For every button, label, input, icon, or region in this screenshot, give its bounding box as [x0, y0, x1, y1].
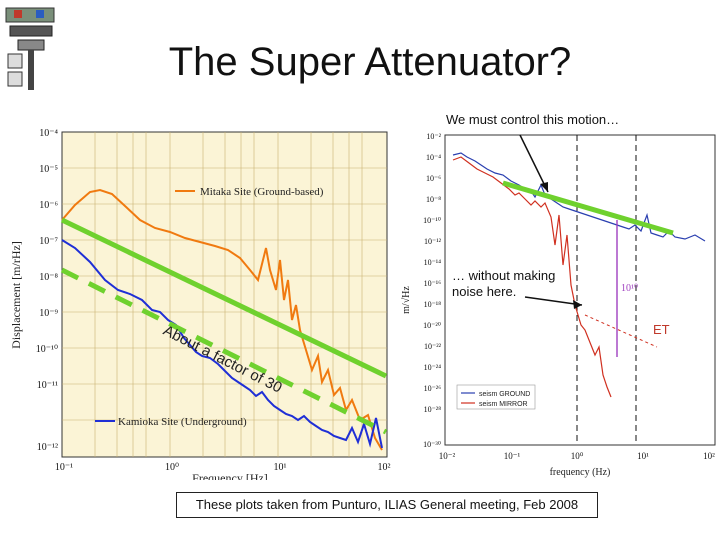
source-caption: These plots taken from Punturo, ILIAS Ge… [176, 492, 598, 518]
svg-text:10⁻¹⁶: 10⁻¹⁶ [424, 279, 442, 288]
svg-text:10²: 10² [703, 451, 715, 461]
slide-title: The Super Attenuator? [168, 40, 572, 84]
legend-mirror: seism MIRROR [479, 401, 528, 408]
fit-line-ground [60, 217, 388, 379]
svg-text:10⁻¹¹: 10⁻¹¹ [37, 380, 58, 391]
svg-text:10⁻¹²: 10⁻¹² [424, 237, 442, 246]
mid-note: … without making noise here. [452, 268, 555, 300]
top-note: We must control this motion… [446, 112, 620, 127]
fit-line-underground [60, 267, 388, 435]
svg-text:10⁻⁹: 10⁻⁹ [39, 308, 58, 319]
ratio-label: 10¹⁰ [621, 283, 638, 294]
ground-curve [452, 152, 706, 242]
right-legend [456, 384, 536, 410]
legend-kamioka: Kamioka Site (Underground) [118, 416, 247, 428]
mirror-curve [452, 156, 612, 398]
left-x-ticks: 10⁻¹ 10⁰ 10¹ 10² [55, 462, 391, 473]
svg-text:10⁰: 10⁰ [571, 451, 584, 461]
svg-text:10⁻⁵: 10⁻⁵ [39, 164, 58, 175]
svg-text:10⁻³⁰: 10⁻³⁰ [423, 440, 441, 449]
svg-text:10⁻⁷: 10⁻⁷ [39, 236, 58, 247]
svg-text:10⁻¹: 10⁻¹ [504, 451, 521, 461]
right-x-label: frequency (Hz) [550, 467, 611, 478]
svg-text:10⁻⁶: 10⁻⁶ [426, 174, 441, 183]
super-attenuator-logo [5, 7, 55, 90]
seismic-ground-mirror-plot: 10¹⁰ seism GROUND seism MIRROR 10⁻² 10⁻⁴… [395, 125, 720, 485]
mitaka-curve [61, 188, 383, 451]
svg-text:10¹: 10¹ [274, 462, 287, 473]
legend-mitaka: Mitaka Site (Ground-based) [200, 186, 324, 198]
svg-text:10⁻⁴: 10⁻⁴ [39, 128, 58, 139]
svg-text:10⁻⁸: 10⁻⁸ [39, 272, 58, 283]
mid-note-line2: noise here. [452, 284, 517, 299]
svg-text:10⁻¹⁸: 10⁻¹⁸ [424, 300, 442, 309]
svg-text:10⁻²⁰: 10⁻²⁰ [423, 321, 441, 330]
svg-text:10⁻²⁸: 10⁻²⁸ [424, 405, 442, 414]
et-label: ET [653, 322, 670, 337]
grid [62, 132, 387, 457]
svg-text:10⁰: 10⁰ [165, 462, 179, 473]
svg-text:10¹: 10¹ [637, 451, 649, 461]
right-y-label: m/√Hz [401, 286, 412, 314]
left-y-label: Displacement [m/rHz] [9, 241, 23, 349]
mitaka-kamioka-plot: Mitaka Site (Ground-based) Kamioka Site … [0, 120, 395, 480]
svg-text:10⁻¹⁰: 10⁻¹⁰ [36, 344, 58, 355]
left-x-label: Frequency [Hz] [192, 471, 268, 480]
svg-text:10⁻²⁴: 10⁻²⁴ [424, 363, 442, 372]
svg-text:10⁻⁸: 10⁻⁸ [426, 195, 441, 204]
svg-text:10⁻²: 10⁻² [426, 132, 441, 141]
svg-text:10⁻²⁶: 10⁻²⁶ [424, 384, 442, 393]
svg-text:10⁻¹⁰: 10⁻¹⁰ [423, 216, 441, 225]
right-y-ticks: 10⁻² 10⁻⁴ 10⁻⁶ 10⁻⁸ 10⁻¹⁰ 10⁻¹² 10⁻¹⁴ 10… [423, 132, 441, 449]
svg-text:10⁻⁶: 10⁻⁶ [39, 200, 58, 211]
right-x-ticks: 10⁻² 10⁻¹ 10⁰ 10¹ 10² [439, 451, 715, 461]
svg-text:10⁻¹⁴: 10⁻¹⁴ [424, 258, 442, 267]
legend-ground: seism GROUND [479, 391, 530, 398]
svg-text:10⁻⁴: 10⁻⁴ [426, 153, 441, 162]
mid-note-line1: … without making [452, 268, 556, 283]
kamioka-curve [61, 239, 383, 449]
left-y-ticks: 10⁻⁴ 10⁻⁵ 10⁻⁶ 10⁻⁷ 10⁻⁸ 10⁻⁹ 10⁻¹⁰ 10⁻¹… [36, 128, 59, 453]
svg-text:10⁻²²: 10⁻²² [424, 342, 442, 351]
svg-text:10⁻¹²: 10⁻¹² [37, 442, 58, 453]
svg-text:10⁻²: 10⁻² [439, 451, 456, 461]
svg-text:10²: 10² [378, 462, 391, 473]
svg-text:10⁻¹: 10⁻¹ [55, 462, 73, 473]
